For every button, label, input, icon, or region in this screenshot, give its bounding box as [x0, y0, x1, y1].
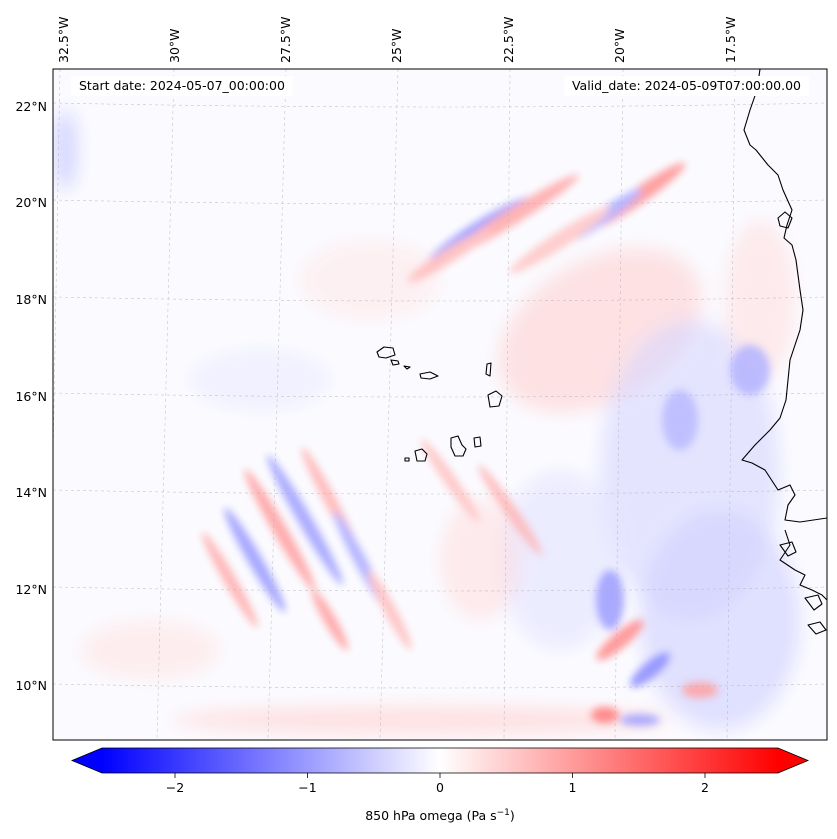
colorbar-outline	[70, 747, 810, 774]
colorbar-tick-label: 1	[569, 780, 577, 795]
lat-tick-labels: 22°N 20°N 18°N 16°N 14°N 12°N 10°N	[15, 99, 47, 693]
lon-tick-labels: 32.5°W 30°W 27.5°W 25°W 22.5°W 20°W 17.5…	[56, 17, 738, 63]
coastlines	[376, 69, 827, 635]
gridlines	[53, 69, 827, 740]
colorbar-label-exponent: −1	[496, 808, 510, 818]
lat-tick-label: 14°N	[15, 485, 47, 500]
valid-date-label: Valid_date: 2024-05-09T07:00:00.00	[563, 76, 809, 96]
lon-tick-label: 32.5°W	[56, 17, 71, 63]
lon-tick-label: 22.5°W	[501, 17, 516, 63]
colorbar-tick-label: 0	[436, 780, 444, 795]
lat-tick-label: 20°N	[15, 195, 47, 210]
lon-tick-label: 20°W	[612, 28, 627, 63]
omega-field	[53, 110, 800, 734]
cape-verde-islands	[376, 346, 503, 462]
lon-tick-label: 25°W	[389, 28, 404, 63]
colorbar-label: 850 hPa omega (Pa s−1)	[0, 808, 837, 823]
africa-coastline	[741, 69, 827, 601]
colorbar-tick-label: −2	[166, 780, 184, 795]
colorbar-label-text: 850 hPa omega (Pa s	[365, 808, 497, 824]
colorbar-extend-min	[72, 748, 102, 773]
lat-tick-label: 10°N	[15, 678, 47, 693]
colorbar-gradient	[102, 748, 778, 773]
lat-tick-label: 18°N	[15, 292, 47, 307]
colorbar-tick-label: 2	[701, 780, 709, 795]
colorbar-extend-max	[778, 748, 808, 773]
lon-tick-label: 30°W	[167, 28, 182, 63]
map-panel	[53, 69, 827, 740]
colorbar-tick-label: −1	[298, 780, 316, 795]
lat-tick-label: 16°N	[15, 389, 47, 404]
lat-tick-label: 12°N	[15, 582, 47, 597]
start-date-label: Start date: 2024-05-07_00:00:00	[71, 76, 293, 96]
lat-tick-label: 22°N	[15, 99, 47, 114]
map-frame	[52, 68, 828, 741]
lon-tick-label: 17.5°W	[723, 17, 738, 63]
colorbar: −2 −1 0 1 2	[70, 747, 810, 795]
lon-tick-label: 27.5°W	[278, 17, 293, 63]
colorbar-label-close: )	[509, 808, 515, 824]
